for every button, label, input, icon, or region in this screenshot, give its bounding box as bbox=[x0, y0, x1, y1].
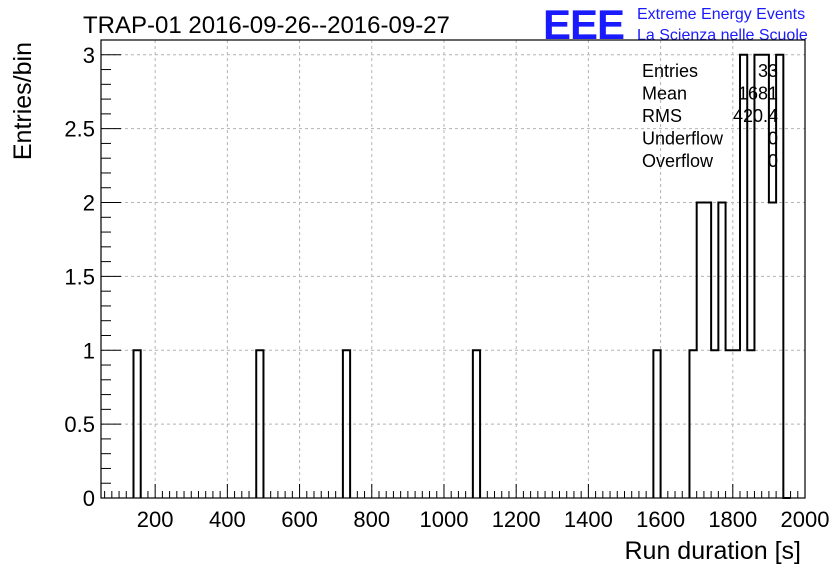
stats-value: 1681 bbox=[738, 84, 778, 104]
x-tick-label: 1800 bbox=[708, 507, 757, 532]
y-tick-label: 1.5 bbox=[64, 264, 95, 289]
y-axis-label: Entries/bin bbox=[9, 42, 37, 160]
plot-frame bbox=[100, 39, 806, 499]
stats-label: Overflow bbox=[642, 151, 714, 171]
stats-label: Underflow bbox=[642, 129, 724, 149]
stats-value: 0 bbox=[768, 129, 778, 149]
chart-title: TRAP-01 2016-09-26--2016-09-27 bbox=[83, 12, 450, 39]
x-tick-label: 400 bbox=[209, 507, 246, 532]
stats-label: RMS bbox=[642, 106, 682, 126]
logo-mark: EEE bbox=[543, 1, 624, 48]
y-tick-label: 0.5 bbox=[64, 412, 95, 437]
histogram-outline bbox=[132, 53, 791, 499]
y-tick-label: 2.5 bbox=[64, 117, 95, 142]
stats-label: Entries bbox=[642, 61, 698, 81]
y-tick-label: 2 bbox=[83, 191, 95, 216]
x-tick-label: 1000 bbox=[419, 507, 468, 532]
logo-line-1: Extreme Energy Events bbox=[637, 6, 805, 23]
histogram-bars bbox=[132, 53, 791, 499]
stats-value: 33 bbox=[758, 61, 778, 81]
stats-box: Entries 33 Mean 1681 RMS 420.4 Underflow 0 Overf… bbox=[642, 61, 778, 171]
stats-label: Mean bbox=[642, 84, 687, 104]
logo-line-2: La Scienza nelle Scuole bbox=[637, 27, 808, 44]
y-tick-label: 0 bbox=[83, 486, 95, 511]
y-tick-label: 3 bbox=[83, 43, 95, 68]
x-tick-label: 1400 bbox=[564, 507, 613, 532]
x-axis-label: Run duration [s] bbox=[625, 537, 802, 565]
x-tick-label: 1200 bbox=[492, 507, 541, 532]
x-tick-label: 1600 bbox=[636, 507, 685, 532]
x-tick-label: 800 bbox=[353, 507, 390, 532]
x-tick-label: 600 bbox=[281, 507, 318, 532]
y-tick-label: 1 bbox=[83, 338, 95, 363]
stats-value: 420.4 bbox=[733, 106, 778, 126]
x-tick-label: 2000 bbox=[781, 507, 830, 532]
stats-value: 0 bbox=[768, 151, 778, 171]
x-tick-label: 200 bbox=[137, 507, 174, 532]
axes: 200 400 600 800 1000 1200 1400 1600 1800 200000.5… bbox=[64, 39, 830, 532]
